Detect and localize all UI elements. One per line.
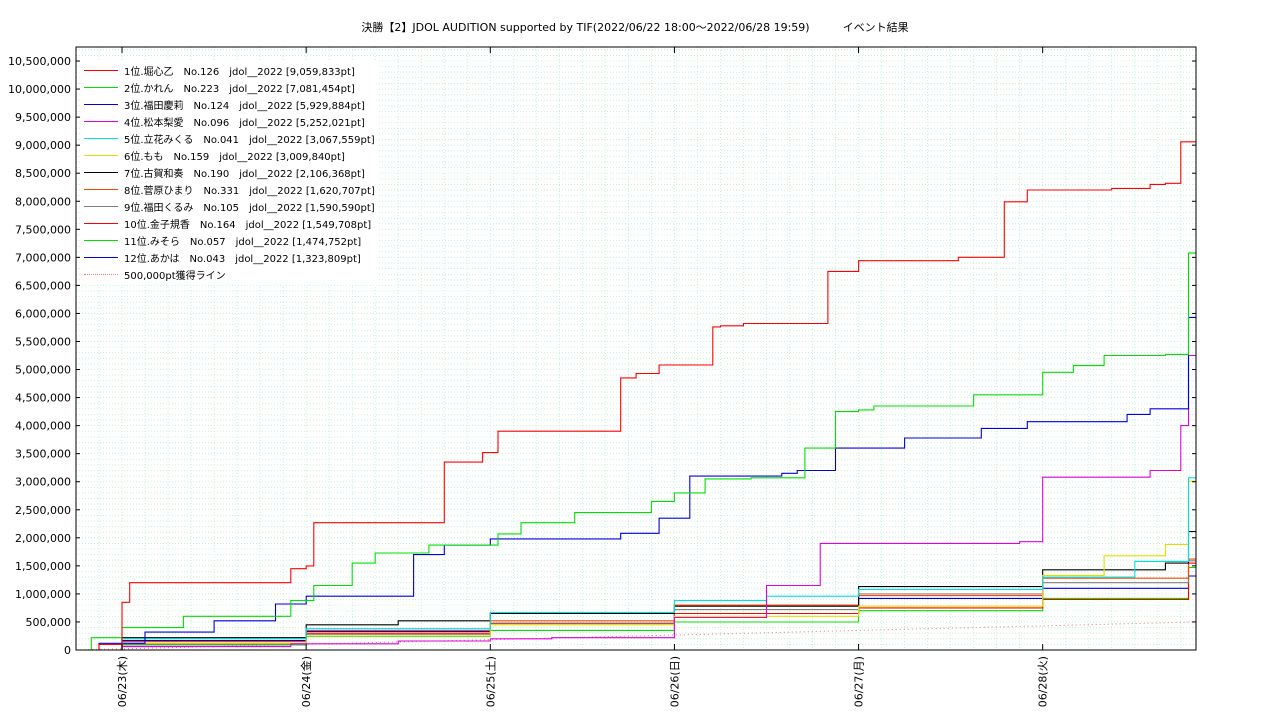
legend-label: 9位.福田くるみ No.105 jdol__2022 [1,590,590pt] [124,203,375,214]
legend-item: 4位.松本梨愛 No.096 jdol__2022 [5,252,021pt] [84,113,375,130]
legend-swatch [84,104,118,105]
legend-swatch [84,155,118,156]
series-line [76,477,1197,651]
legend-item: 10位.金子規香 No.164 jdol__2022 [1,549,708pt] [84,215,375,232]
y-tick-label: 8,000,000 [15,195,71,208]
y-tick-label: 9,500,000 [15,111,71,124]
y-tick-label: 2,000,000 [15,532,71,545]
tick-labels: 0 500,000 1,000,000 1,500,000 2,000,000 2,500… [8,55,1050,707]
legend-label: 1位.堀心乙 No.126 jdol__2022 [9,059,833pt] [124,67,355,78]
y-tick-label: 500,000 [26,616,72,629]
legend-label: 7位.古賀和奏 No.190 jdol__2022 [2,106,368pt] [124,169,365,180]
legend-item: 11位.みそら No.057 jdol__2022 [1,474,752pt] [84,232,375,249]
y-tick-label: 6,000,000 [15,307,71,320]
chart-title: 決勝【2】JDOL AUDITION supported by TIF(2022… [361,21,909,34]
legend-item: 2位.かれん No.223 jdol__2022 [7,081,454pt] [84,79,375,96]
legend-swatch [84,172,118,173]
series-lines [75,141,1197,651]
legend-label: 8位.菅原ひまり No.331 jdol__2022 [1,620,707pt] [124,186,375,197]
legend: 1位.堀心乙 No.126 jdol__2022 [9,059,833pt] 2位… [80,60,379,285]
legend-swatch [84,223,118,224]
legend-swatch [84,138,118,139]
series-line [76,480,1196,651]
legend-item: 500,000pt獲得ライン [84,266,375,283]
legend-swatch [84,87,118,88]
legend-item: 8位.菅原ひまり No.331 jdol__2022 [1,620,707pt] [84,181,375,198]
series-line [76,354,1197,651]
x-tick-label: 06/24(金) [299,656,313,707]
legend-item: 5位.立花みくる No.041 jdol__2022 [3,067,559pt] [84,130,375,147]
legend-item: 12位.あかは No.043 jdol__2022 [1,323,809pt] [84,249,375,266]
x-tick-label: 06/27(月) [853,656,866,707]
legend-item: 1位.堀心乙 No.126 jdol__2022 [9,059,833pt] [84,62,375,79]
x-tick-label: 06/28(火) [1037,656,1050,707]
legend-item: 6位.もも No.159 jdol__2022 [3,009,840pt] [84,147,375,164]
legend-label: 6位.もも No.159 jdol__2022 [3,009,840pt] [124,152,345,163]
axes [75,46,1197,651]
series-line [75,621,1197,651]
y-tick-label: 2,500,000 [15,504,71,517]
y-tick-label: 3,000,000 [15,476,71,489]
legend-item: 7位.古賀和奏 No.190 jdol__2022 [2,106,368pt] [84,164,375,181]
legend-swatch [84,189,118,190]
plot-frame [75,46,1197,651]
legend-swatch [84,70,118,71]
legend-label: 11位.みそら No.057 jdol__2022 [1,474,752pt] [124,237,362,248]
legend-label: 12位.あかは No.043 jdol__2022 [1,323,809pt] [124,254,361,265]
y-tick-label: 4,500,000 [15,392,71,405]
y-tick-label: 9,000,000 [15,139,71,152]
legend-label: 10位.金子規香 No.164 jdol__2022 [1,549,708pt] [124,220,372,231]
legend-label: 3位.福田慶莉 No.124 jdol__2022 [5,929,884pt] [124,101,365,112]
x-tick-label: 06/25(土) [484,656,497,707]
series-line [76,141,1196,651]
legend-label: 500,000pt獲得ライン [124,271,226,282]
y-tick-label: 10,000,000 [8,83,71,96]
y-tick-label: 0 [64,644,71,657]
y-tick-label: 1,500,000 [15,560,71,573]
y-tick-label: 5,000,000 [15,364,71,377]
y-tick-label: 7,000,000 [15,251,71,264]
legend-label: 4位.松本梨愛 No.096 jdol__2022 [5,252,021pt] [124,118,365,129]
y-tick-label: 7,500,000 [15,223,71,236]
legend-swatch [84,257,118,258]
series-line [76,252,1197,651]
y-tick-label: 8,500,000 [15,167,71,180]
series-line [76,316,1196,651]
legend-label: 2位.かれん No.223 jdol__2022 [7,081,454pt] [124,84,355,95]
y-tick-label: 4,000,000 [15,420,71,433]
y-tick-label: 6,500,000 [15,279,71,292]
legend-swatch [84,274,118,275]
legend-swatch [84,206,118,207]
legend-label: 5位.立花みくる No.041 jdol__2022 [3,067,559pt] [124,135,375,146]
x-tick-label: 06/23(木) [116,656,129,707]
legend-item: 9位.福田くるみ No.105 jdol__2022 [1,590,590pt] [84,198,375,215]
y-tick-label: 3,500,000 [15,448,71,461]
legend-swatch [84,240,118,241]
legend-swatch [84,121,118,122]
y-tick-label: 10,500,000 [8,55,71,68]
legend-item: 3位.福田慶莉 No.124 jdol__2022 [5,929,884pt] [84,96,375,113]
y-tick-label: 1,000,000 [15,588,71,601]
y-tick-label: 5,500,000 [15,335,71,348]
x-tick-label: 06/26(日) [668,656,681,707]
